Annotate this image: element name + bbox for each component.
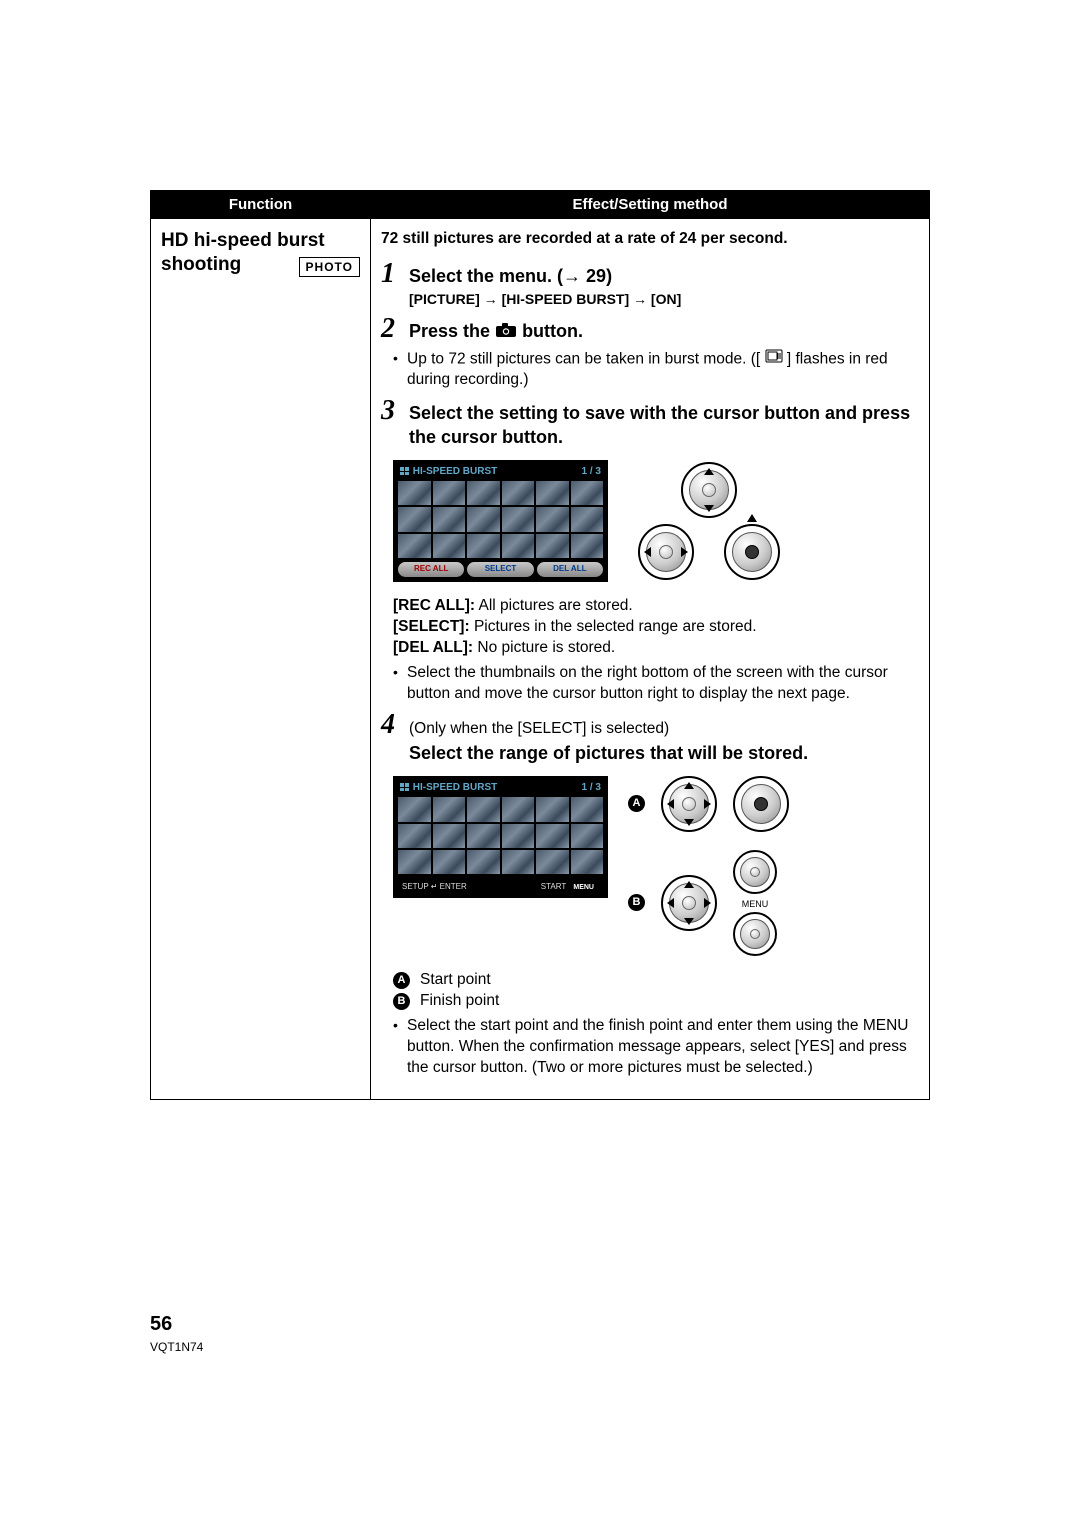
label-A-row: A Start point xyxy=(393,970,919,991)
panel1-btn-recall: REC ALL xyxy=(398,562,464,577)
step-2-num: 2 xyxy=(381,315,401,343)
step-4-num: 4 xyxy=(381,711,401,739)
step-2: 2 Press the button. Up to 72 still pictu… xyxy=(381,315,919,391)
doc-code: VQT1N74 xyxy=(150,1340,203,1354)
effect-cell: 72 still pictures are recorded at a rate… xyxy=(371,219,930,1100)
step-3-title: Select the setting to save with the curs… xyxy=(409,401,919,450)
function-cell: HD hi-speed burst shooting PHOTO xyxy=(151,219,371,1100)
header-function: Function xyxy=(151,191,371,219)
header-effect: Effect/Setting method xyxy=(371,191,930,219)
effect-intro: 72 still pictures are recorded at a rate… xyxy=(381,229,919,250)
step-1-num: 1 xyxy=(381,260,401,288)
panel2-page: 1 / 3 xyxy=(582,781,601,795)
photo-badge: PHOTO xyxy=(299,257,360,277)
camera-icon xyxy=(495,320,517,344)
menu-label: MENU xyxy=(742,898,769,910)
panel1-btn-delall: DEL ALL xyxy=(537,562,603,577)
step-1-path: [PICTURE] → [HI-SPEED BURST] → [ON] xyxy=(409,290,919,309)
panel2-foot-right: START MENU xyxy=(541,882,599,893)
panel1-btn-select: SELECT xyxy=(467,562,533,577)
step-2-bullet: Up to 72 still pictures can be taken in … xyxy=(393,349,919,391)
label-A-icon: A xyxy=(628,795,645,812)
function-table: Function Effect/Setting method HD hi-spe… xyxy=(150,190,930,1100)
step-1-title: Select the menu. (→ 29) xyxy=(409,264,612,288)
thumbnail-panel-1: HI-SPEED BURST 1 / 3 REC ALL SELECT xyxy=(393,460,608,582)
step-4-note: (Only when the [SELECT] is selected) xyxy=(409,719,669,740)
dpad-group-1 xyxy=(638,462,780,580)
step-3-num: 3 xyxy=(381,397,401,425)
step-3: 3 Select the setting to save with the cu… xyxy=(381,397,919,450)
dpad-leftright-icon xyxy=(638,524,694,580)
dpad-press-icon-2 xyxy=(733,776,789,832)
card-icon xyxy=(765,349,783,370)
step-4-title: Select the range of pictures that will b… xyxy=(409,741,919,765)
options-bullet: Select the thumbnails on the right botto… xyxy=(393,663,919,705)
function-title-1: HD hi-speed burst xyxy=(161,229,360,253)
figure-1: HI-SPEED BURST 1 / 3 REC ALL SELECT xyxy=(393,460,919,582)
panel1-title: HI-SPEED BURST xyxy=(400,465,497,479)
panel1-page: 1 / 3 xyxy=(582,465,601,479)
options-block: [REC ALL]: All pictures are stored. [SEL… xyxy=(393,596,919,659)
dpad-press-icon xyxy=(724,524,780,580)
dpad-4way-icon xyxy=(661,776,717,832)
label-B-icon: B xyxy=(628,894,645,911)
function-title-2: shooting xyxy=(161,253,241,277)
step-4: 4 (Only when the [SELECT] is selected) S… xyxy=(381,711,919,766)
dpad-4way-icon-2 xyxy=(661,875,717,931)
panel2-title: HI-SPEED BURST xyxy=(400,781,497,795)
step-1: 1 Select the menu. (→ 29) [PICTURE] → [H… xyxy=(381,260,919,309)
dpad-menu-icon xyxy=(733,912,777,956)
final-bullet: Select the start point and the finish po… xyxy=(393,1016,919,1079)
dpad-updown-icon xyxy=(681,462,737,518)
label-B-row: B Finish point xyxy=(393,991,919,1012)
figure-2: HI-SPEED BURST 1 / 3 SETUP ↵ ENTER xyxy=(393,776,919,956)
thumbnail-panel-2: HI-SPEED BURST 1 / 3 SETUP ↵ ENTER xyxy=(393,776,608,898)
page-number: 56 xyxy=(150,1313,172,1336)
dpad-plain-icon xyxy=(733,850,777,894)
panel2-foot-left: SETUP ↵ ENTER xyxy=(402,882,467,893)
step-2-title: Press the button. xyxy=(409,319,583,344)
